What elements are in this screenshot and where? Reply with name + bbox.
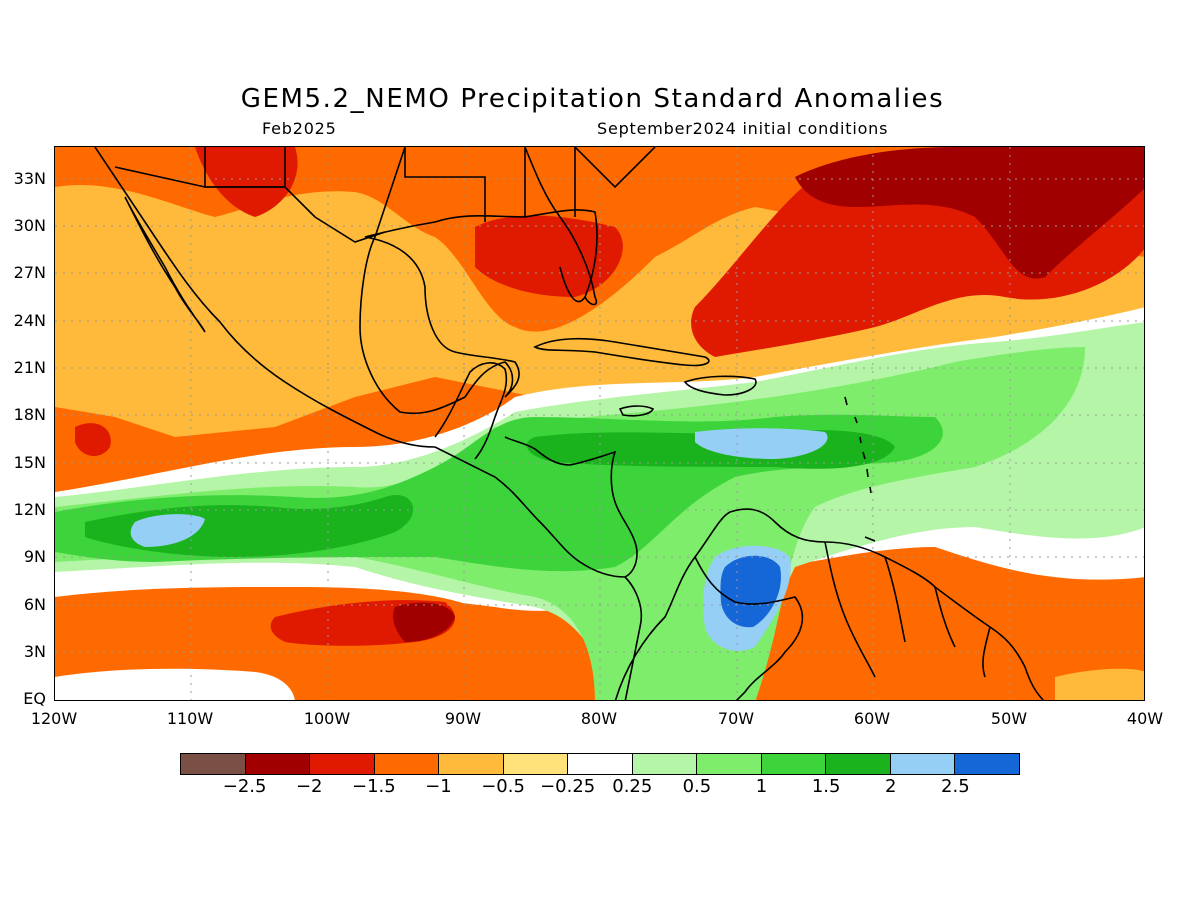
- lon-label-40w: 40W: [1126, 709, 1164, 728]
- colorbar-swatch: [632, 754, 698, 774]
- border-guyana: [824, 541, 906, 678]
- border-venezuela: [694, 556, 804, 700]
- coast-central-america: [434, 436, 638, 578]
- colorbar-label: 0.25: [612, 776, 653, 797]
- field-darkred-south-strip: [393, 602, 455, 642]
- coast-cuba: [533, 337, 710, 367]
- field-red-pacific-west: [75, 423, 111, 457]
- coast-mexico-pacific: [94, 147, 436, 448]
- field-darkblue-venezuela: [720, 555, 781, 628]
- colorbar-swatch: [826, 754, 891, 774]
- colorbar-swatch: [181, 754, 246, 774]
- lat-label-12n: 12N: [13, 500, 46, 519]
- lon-label-70w: 70W: [717, 709, 755, 728]
- border-suriname: [934, 586, 991, 678]
- colorbar-label: −2: [295, 776, 323, 797]
- gridlines: [55, 147, 1144, 700]
- subtitle-month: Feb2025: [262, 119, 337, 138]
- lon-label-60w: 60W: [853, 709, 891, 728]
- field-red-gulf: [475, 215, 623, 297]
- lat-label-21n: 21N: [13, 358, 46, 377]
- coast-south-america: [614, 508, 1045, 700]
- colorbar: [180, 753, 1020, 775]
- lon-label-120w: 120W: [30, 709, 78, 728]
- colorbar-label: −1: [425, 776, 452, 797]
- colorbar-swatch: [890, 754, 956, 774]
- coast-hispaniola: [683, 375, 757, 396]
- colorbar-swatch: [374, 754, 440, 774]
- coast-yucatan: [434, 362, 508, 460]
- lat-label-18n: 18N: [13, 405, 46, 424]
- coastlines: [94, 147, 1045, 700]
- colorbar-swatch: [761, 754, 827, 774]
- lon-label-90w: 90W: [444, 709, 482, 728]
- colorbar-swatch: [503, 754, 569, 774]
- colorbar-label: −1.5: [351, 776, 396, 797]
- anomaly-map: [54, 146, 1145, 701]
- field-blue-pacific: [130, 514, 205, 547]
- field-blue-caribbean: [695, 428, 828, 459]
- field-orange-south-east: [1055, 668, 1144, 700]
- lat-label-15n: 15N: [13, 453, 46, 472]
- colorbar-label: 1: [755, 776, 768, 797]
- lat-label-eq: EQ: [23, 689, 46, 708]
- colorbar-label: 0.5: [682, 776, 712, 797]
- subtitle-initial-conditions: September2024 initial conditions: [597, 119, 889, 138]
- colorbar-label: 1.5: [811, 776, 841, 797]
- coast-lesser-antilles: [844, 396, 876, 542]
- colorbar-label: 2.5: [941, 776, 970, 797]
- colorbar-label: 2: [885, 776, 897, 797]
- colorbar-swatch: [697, 754, 762, 774]
- field-red-mexico-north: [195, 147, 298, 217]
- colorbar-label: −0.5: [481, 776, 525, 797]
- lat-label-30n: 30N: [13, 216, 46, 235]
- colorbar-swatch: [245, 754, 311, 774]
- lon-label-110w: 110W: [166, 709, 214, 728]
- colorbar-label: −2.5: [222, 776, 267, 797]
- coast-florida: [524, 147, 656, 306]
- field-white-south: [55, 668, 295, 700]
- lon-label-80w: 80W: [580, 709, 618, 728]
- lon-label-50w: 50W: [990, 709, 1028, 728]
- chart-title: GEM5.2_NEMO Precipitation Standard Anoma…: [240, 84, 945, 114]
- lat-label-27n: 27N: [13, 263, 46, 282]
- colorbar-swatch: [310, 754, 375, 774]
- lat-label-9n: 9N: [23, 547, 46, 566]
- lat-label-6n: 6N: [23, 595, 46, 614]
- map-svg: [55, 147, 1144, 700]
- coast-baja: [124, 196, 206, 333]
- border-us-mexico: [114, 166, 386, 243]
- lat-label-24n: 24N: [13, 311, 46, 330]
- border-us-states: [404, 147, 576, 222]
- colorbar-swatch: [568, 754, 633, 774]
- colorbar-swatch: [955, 754, 1019, 774]
- coast-jamaica: [618, 405, 655, 417]
- lat-label-3n: 3N: [23, 642, 46, 661]
- lon-label-100w: 100W: [303, 709, 351, 728]
- lat-label-33n: 33N: [13, 169, 46, 188]
- field-darkred-atlantic: [795, 147, 1144, 279]
- colorbar-swatch: [439, 754, 504, 774]
- colorbar-label: −0.25: [540, 776, 596, 797]
